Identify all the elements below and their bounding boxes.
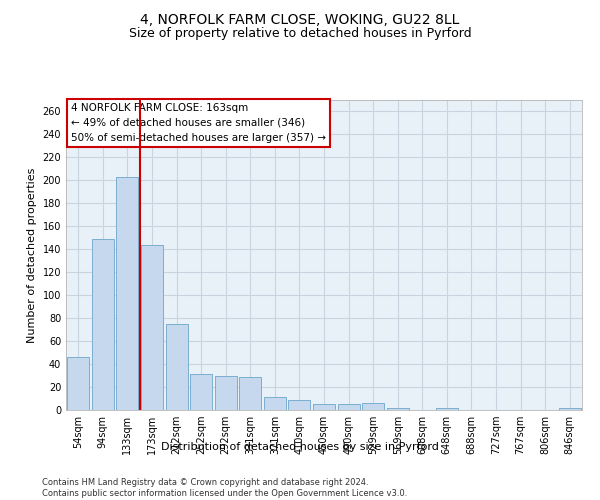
Bar [67, 357, 89, 410]
Bar [215, 376, 237, 410]
Bar [386, 408, 409, 410]
Bar [166, 324, 188, 410]
Bar [141, 244, 163, 410]
Bar [92, 239, 114, 410]
Bar [436, 408, 458, 410]
Bar [289, 400, 310, 410]
Bar [116, 177, 139, 410]
Bar [313, 404, 335, 410]
Bar [239, 376, 262, 410]
Text: Size of property relative to detached houses in Pyrford: Size of property relative to detached ho… [128, 28, 472, 40]
Y-axis label: Number of detached properties: Number of detached properties [27, 168, 37, 342]
Text: Distribution of detached houses by size in Pyrford: Distribution of detached houses by size … [161, 442, 439, 452]
Bar [559, 408, 581, 410]
Text: Contains HM Land Registry data © Crown copyright and database right 2024.
Contai: Contains HM Land Registry data © Crown c… [42, 478, 407, 498]
Bar [190, 374, 212, 410]
Text: 4, NORFOLK FARM CLOSE, WOKING, GU22 8LL: 4, NORFOLK FARM CLOSE, WOKING, GU22 8LL [140, 12, 460, 26]
Bar [362, 403, 384, 410]
Bar [338, 404, 359, 410]
Bar [264, 398, 286, 410]
Text: 4 NORFOLK FARM CLOSE: 163sqm
← 49% of detached houses are smaller (346)
50% of s: 4 NORFOLK FARM CLOSE: 163sqm ← 49% of de… [71, 103, 326, 142]
